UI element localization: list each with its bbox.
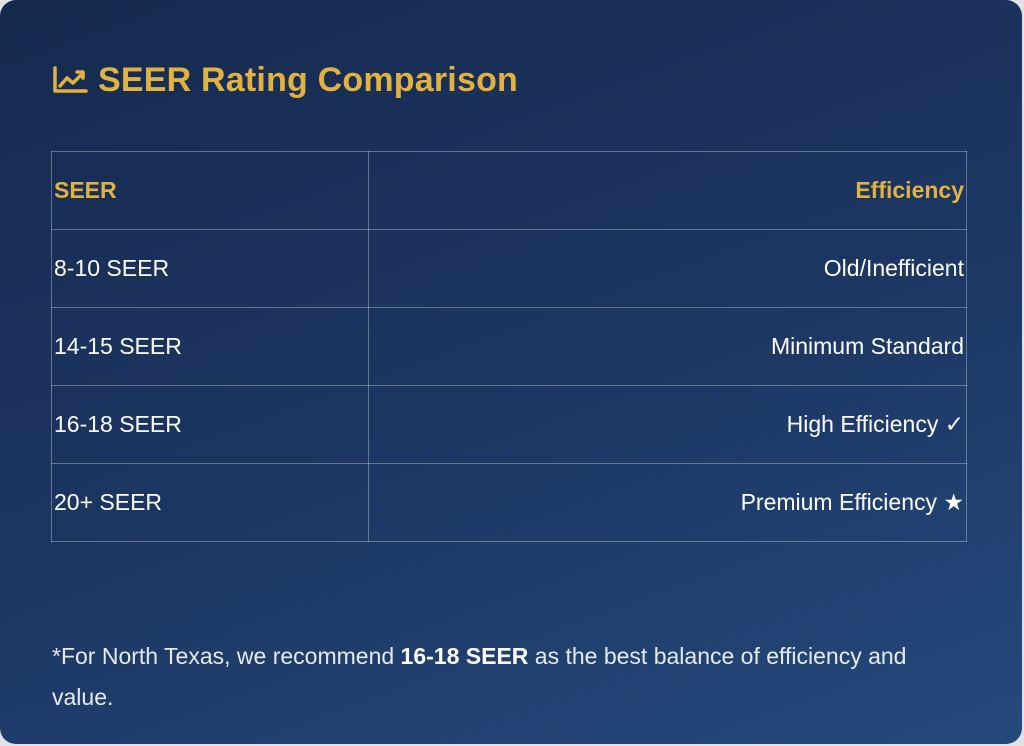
seer-cell: 16-18 SEER xyxy=(51,385,369,464)
efficiency-cell: Old/Inefficient xyxy=(368,229,967,308)
efficiency-cell: High Efficiency ✓ xyxy=(368,385,967,464)
chart-line-icon xyxy=(52,65,88,95)
note-suffix: as the best balance of efficiency and va… xyxy=(52,643,907,710)
table-header-row: SEER Efficiency xyxy=(51,151,967,230)
seer-cell: 8-10 SEER xyxy=(51,229,369,308)
table-row: 16-18 SEER High Efficiency ✓ xyxy=(51,385,967,464)
seer-cell: 20+ SEER xyxy=(51,463,369,542)
recommendation-note: *For North Texas, we recommend 16-18 SEE… xyxy=(52,636,932,718)
seer-table: SEER Efficiency 8-10 SEER Old/Inefficien… xyxy=(51,151,967,542)
column-header-efficiency: Efficiency xyxy=(368,151,967,230)
table-row: 8-10 SEER Old/Inefficient xyxy=(51,229,967,308)
efficiency-cell: Minimum Standard xyxy=(368,307,967,386)
seer-cell: 14-15 SEER xyxy=(51,307,369,386)
card-title: SEER Rating Comparison xyxy=(98,60,519,99)
column-header-seer: SEER xyxy=(51,151,369,230)
table-row: 20+ SEER Premium Efficiency ★ xyxy=(51,463,967,542)
table-row: 14-15 SEER Minimum Standard xyxy=(51,307,967,386)
note-highlight: 16-18 SEER xyxy=(400,643,529,669)
note-prefix: *For North Texas, we recommend xyxy=(52,643,401,669)
efficiency-cell: Premium Efficiency ★ xyxy=(368,463,967,542)
card-header: SEER Rating Comparison xyxy=(52,58,518,102)
